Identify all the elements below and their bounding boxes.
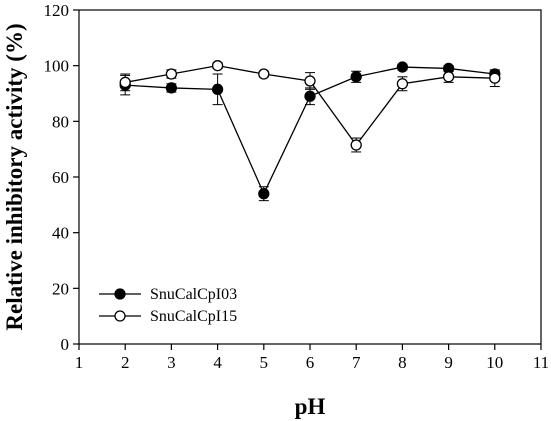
data-point-SnuCalCpI03	[396, 61, 409, 73]
y-axis-title: Relative inhibitory activity (%)	[2, 23, 27, 330]
y-tick-label: 40	[52, 224, 69, 243]
x-tick-label: 7	[352, 353, 361, 372]
data-point-SnuCalCpI15	[258, 68, 270, 80]
x-tick-label: 1	[75, 353, 84, 372]
x-tick-label: 11	[533, 353, 549, 372]
legend-marker	[114, 288, 126, 300]
data-point-SnuCalCpI03	[165, 82, 178, 94]
data-point-SnuCalCpI15	[442, 71, 455, 83]
points-layer	[119, 60, 501, 200]
legend: SnuCalCpI03 SnuCalCpI15	[99, 286, 237, 325]
x-tick-label: 5	[260, 353, 269, 372]
data-point-SnuCalCpI15	[396, 78, 409, 90]
x-axis-title: pH	[295, 394, 326, 419]
x-tick-label: 2	[121, 353, 130, 372]
legend-marker	[114, 310, 126, 322]
axes-layer: 1 2 3 4 5 6 7 8 9 10 11 0 20 40 60 80 100 120	[44, 1, 550, 372]
data-point-SnuCalCpI15	[304, 75, 316, 87]
legend-label: SnuCalCpI15	[150, 308, 237, 325]
y-tick-label: 80	[52, 112, 69, 131]
data-point-SnuCalCpI15	[489, 72, 501, 84]
data-point-SnuCalCpI03	[304, 90, 316, 102]
data-point-SnuCalCpI15	[119, 76, 131, 89]
x-tick-label: 10	[486, 353, 503, 372]
x-tick-label: 3	[167, 353, 176, 372]
y-tick-label: 0	[61, 335, 70, 354]
y-tick-label: 60	[52, 168, 69, 187]
data-point-SnuCalCpI15	[165, 68, 178, 80]
data-point-SnuCalCpI15	[350, 139, 362, 151]
data-point-SnuCalCpI03	[258, 188, 270, 200]
plot-frame	[78, 9, 542, 345]
y-tick-label: 100	[44, 57, 70, 76]
data-point-SnuCalCpI03	[350, 71, 362, 83]
x-tick-label: 8	[398, 353, 407, 372]
y-tick-label: 120	[44, 1, 70, 20]
x-tick-label: 4	[213, 353, 222, 372]
data-point-SnuCalCpI03	[211, 83, 224, 95]
x-tick-label: 9	[444, 353, 453, 372]
legend-label: SnuCalCpI03	[150, 286, 237, 303]
data-point-SnuCalCpI15	[211, 60, 224, 72]
y-tick-label: 20	[52, 279, 69, 298]
x-tick-label: 6	[306, 353, 315, 372]
